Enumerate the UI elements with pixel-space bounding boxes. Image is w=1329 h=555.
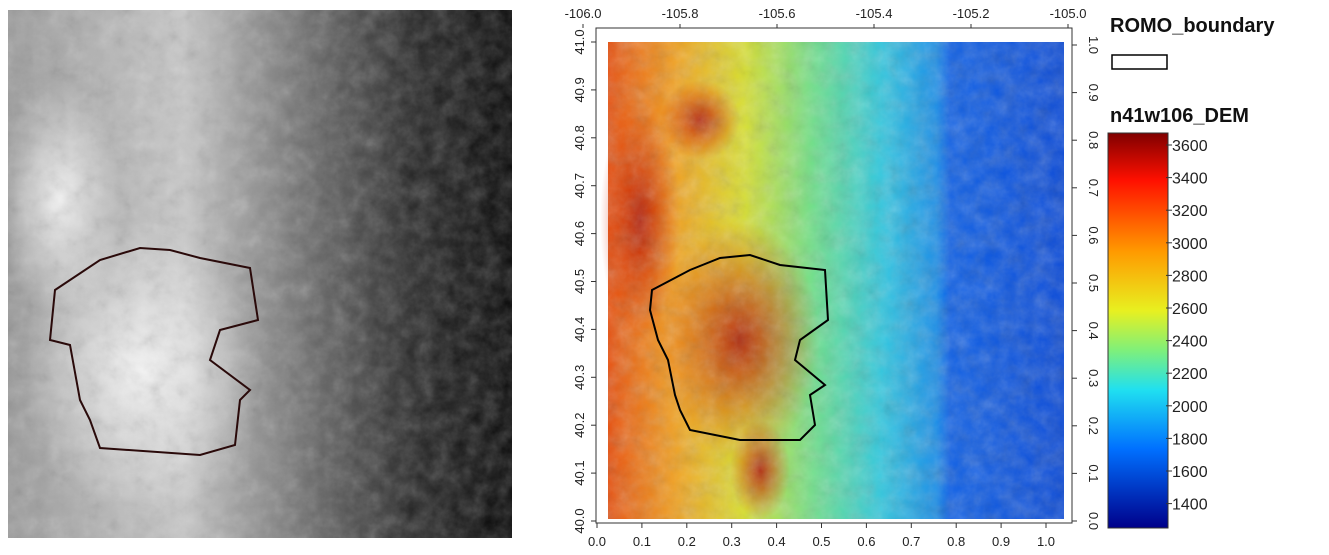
left-tick-label: 40.9 [572,77,587,102]
right-tick-label: 0.9 [1086,84,1101,102]
bottom-tick-label: 0.9 [992,534,1010,549]
right-tick-label: 0.6 [1086,226,1101,244]
boundary-swatch [1112,55,1167,69]
left-tick-label: 40.7 [572,173,587,198]
left-tick-label: 40.4 [572,317,587,342]
top-tick-label: -105.2 [953,6,990,21]
right-tick-label: 0.2 [1086,417,1101,435]
bottom-tick-label: 0.0 [588,534,606,549]
bottom-tick-label: 0.6 [857,534,875,549]
left-tick-label: 40.1 [572,460,587,485]
legend-title: n41w106_DEM [1110,105,1249,127]
right-tick-label: 0.0 [1086,512,1101,530]
bottom-tick-label: 0.8 [947,534,965,549]
colorbar-label: 3200 [1172,203,1208,220]
screen: -106.0 -105.8 -105.6 -105.4 -105.2 -105.0 0.0 0… [0,0,1329,555]
bottom-tick-label: 0.5 [812,534,830,549]
top-tick-label: -105.4 [856,6,893,21]
bottom-tick-label: 0.4 [768,534,786,549]
left-tick-label: 40.8 [572,125,587,150]
colorbar-labels: 3600 3400 3200 3000 2800 2600 2400 2200 2000 1800… [1166,138,1208,514]
right-tick-label: 0.8 [1086,131,1101,149]
bottom-tick-label: 0.1 [633,534,651,549]
colorbar-label: 3600 [1172,138,1208,155]
right-tick-label: 0.5 [1086,274,1101,292]
top-tick-label: -106.0 [565,6,602,21]
colorbar-label: 3000 [1172,236,1208,253]
top-tick-label: -105.6 [759,6,796,21]
bottom-tick-label: 0.2 [678,534,696,549]
bottom-tick-label: 0.3 [723,534,741,549]
color-dem [596,28,1072,523]
gray-dem [0,10,512,538]
left-tick-label: 40.0 [572,508,587,533]
top-tick-label: -105.0 [1050,6,1087,21]
colorbar-label: 2600 [1172,301,1208,318]
colorbar-label: 1400 [1172,497,1208,514]
right-tick-label: 0.1 [1086,464,1101,482]
left-tick-label: 40.2 [572,413,587,438]
bottom-tick-label: 1.0 [1037,534,1055,549]
right-tick-label: 0.3 [1086,369,1101,387]
colorbar [1108,133,1168,528]
colorbar-label: 2000 [1172,399,1208,416]
right-tick-label: 1.0 [1086,36,1101,54]
left-tick-label: 40.3 [572,365,587,390]
colorbar-label: 1800 [1172,431,1208,448]
left-tick-label: 41.0 [572,29,587,54]
bottom-tick-label: 0.7 [902,534,920,549]
colorbar-label: 2400 [1172,334,1208,351]
right-tick-label: 0.7 [1086,179,1101,197]
colorbar-label: 1600 [1172,464,1208,481]
colorbar-label: 2800 [1172,268,1208,285]
left-tick-label: 40.5 [572,269,587,294]
right-tick-label: 0.4 [1086,322,1101,340]
colorbar-label: 2200 [1172,366,1208,383]
left-tick-label: 40.6 [572,221,587,246]
top-tick-label: -105.8 [662,6,699,21]
colorbar-label: 3400 [1172,171,1208,188]
legend-title: ROMO_boundary [1110,15,1275,37]
